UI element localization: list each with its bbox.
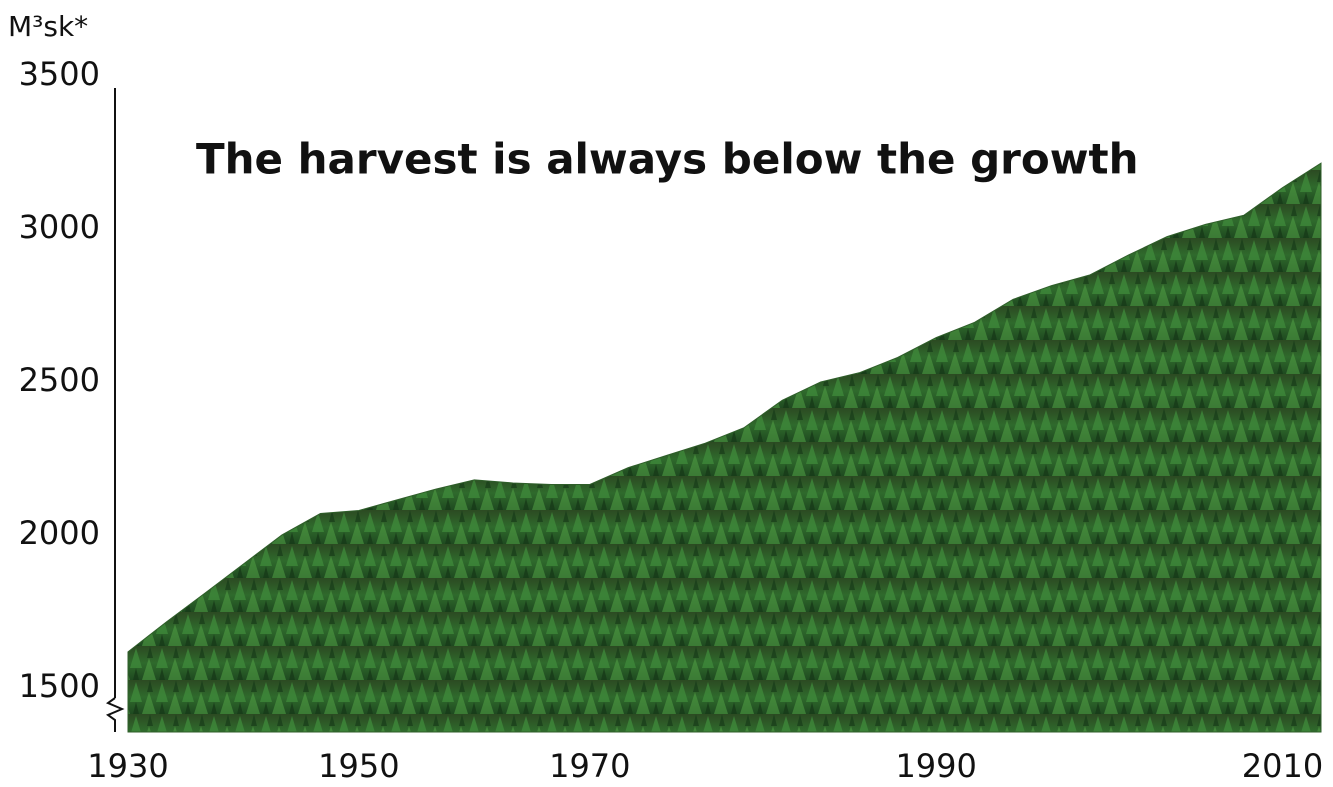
area (128, 163, 1321, 732)
y-tick-label: 1500 (19, 667, 100, 705)
x-tick-label: 2010 (1242, 747, 1323, 785)
y-axis-label: M³sk* (8, 10, 88, 43)
y-tick-label: 2000 (19, 514, 100, 552)
y-tick-label: 3000 (19, 208, 100, 246)
x-tick-label: 1990 (895, 747, 976, 785)
chart: M³sk* The harvest is always below the gr… (0, 0, 1333, 787)
x-tick-label: 1970 (549, 747, 630, 785)
y-tick-label: 3500 (19, 55, 100, 93)
axis-break (108, 698, 122, 732)
annotation: The harvest is always below the growth (196, 135, 1139, 184)
x-tick-label: 1950 (318, 747, 399, 785)
x-tick-label: 1930 (87, 747, 168, 785)
y-tick-label: 2500 (19, 361, 100, 399)
page: {"chart_data": { "type": "area", "y_labe… (0, 0, 1333, 787)
